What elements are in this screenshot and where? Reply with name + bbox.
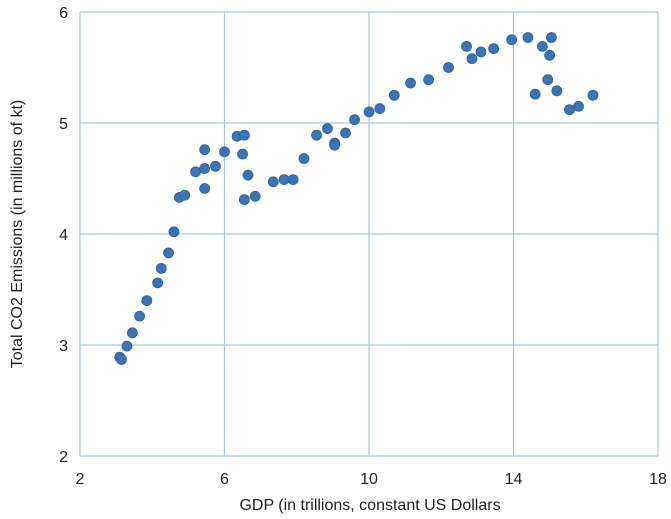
data-point-28 [311, 129, 323, 141]
x-tick-label-2: 10 [360, 471, 378, 488]
data-point-32 [340, 127, 351, 139]
data-point-16 [210, 160, 221, 172]
data-point-20 [237, 148, 248, 160]
data-point-27 [298, 153, 310, 164]
data-point-3 [126, 327, 138, 339]
data-point-24 [267, 176, 279, 188]
y-tick-label-4: 6 [59, 5, 68, 22]
data-point-35 [374, 103, 386, 114]
y-axis-label: Total CO2 Emissions (in millions of kt) [9, 100, 26, 369]
data-points [114, 32, 599, 365]
data-point-5 [141, 295, 153, 307]
data-point-4 [134, 310, 146, 322]
data-point-14 [199, 183, 211, 194]
data-point-42 [475, 46, 487, 58]
grid-lines [79, 11, 659, 457]
y-tick-label-2: 4 [59, 227, 68, 244]
y-tick-label-1: 3 [59, 338, 68, 355]
data-point-52 [564, 104, 575, 116]
data-point-22 [238, 194, 250, 205]
data-point-9 [168, 226, 180, 238]
data-point-46 [537, 41, 548, 52]
data-point-54 [587, 89, 599, 101]
y-tick-label-3: 5 [59, 116, 68, 133]
data-point-8 [163, 247, 174, 259]
data-point-36 [388, 89, 400, 101]
data-point-7 [155, 263, 167, 274]
tick-labels: 2 6 10 14 18 2 3 4 5 6 [59, 5, 667, 488]
data-point-21 [242, 169, 254, 181]
data-point-51 [551, 85, 563, 97]
x-tick-label-4: 18 [649, 471, 667, 488]
x-tick-label-0: 2 [76, 471, 85, 488]
data-point-40 [461, 41, 472, 52]
data-point-26 [287, 174, 299, 186]
data-point-12 [190, 166, 202, 178]
x-axis-label: GDP (in trillions, constant US Dollars [239, 497, 500, 514]
data-point-31 [329, 139, 341, 151]
data-point-39 [443, 62, 454, 73]
data-point-2 [121, 340, 133, 352]
data-point-53 [573, 100, 584, 112]
data-point-13 [199, 163, 211, 174]
data-point-11 [179, 189, 191, 201]
data-point-47 [546, 32, 557, 43]
data-point-43 [488, 43, 500, 55]
data-point-17 [219, 146, 230, 158]
data-point-44 [506, 34, 518, 46]
x-tick-label-1: 6 [220, 471, 229, 488]
data-point-38 [423, 74, 435, 86]
data-point-29 [322, 123, 333, 134]
data-point-6 [152, 277, 164, 289]
data-point-34 [363, 106, 375, 118]
data-point-19 [238, 129, 250, 141]
data-point-25 [278, 174, 290, 186]
data-point-48 [544, 49, 556, 61]
data-point-33 [349, 114, 360, 126]
data-point-49 [542, 74, 554, 86]
data-point-41 [466, 53, 478, 65]
data-point-23 [249, 190, 261, 202]
data-point-1 [116, 354, 127, 365]
data-point-45 [522, 32, 534, 43]
y-tick-label-0: 2 [59, 449, 68, 466]
data-point-37 [405, 77, 416, 89]
x-tick-label-3: 14 [505, 471, 523, 488]
data-point-50 [529, 88, 541, 100]
data-point-15 [199, 144, 211, 156]
